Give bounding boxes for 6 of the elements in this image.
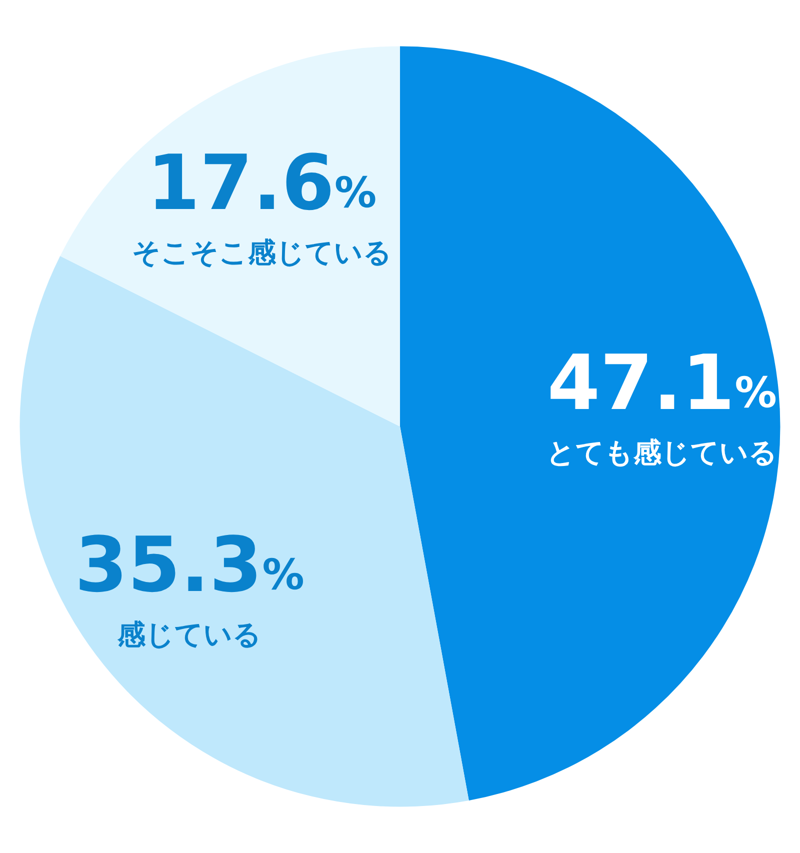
data-label: 17.6% [147,138,377,228]
slice-label: 感じている [116,618,262,651]
slice-label: とても感じている [546,436,778,470]
data-label: 35.3% [74,520,304,609]
slice-label: そこそこ感じている [132,236,392,270]
data-label: 47.1% [547,338,777,428]
